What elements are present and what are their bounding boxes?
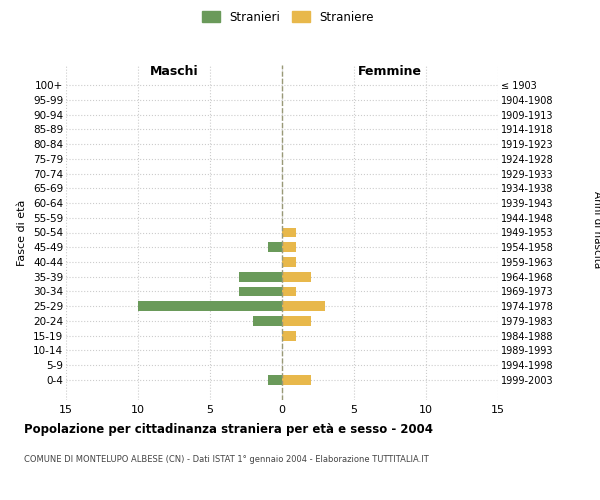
- Bar: [268, 375, 282, 385]
- Bar: [239, 272, 282, 281]
- Bar: [282, 375, 311, 385]
- Text: Femmine: Femmine: [358, 64, 422, 78]
- Text: Maschi: Maschi: [149, 64, 199, 78]
- Text: COMUNE DI MONTELUPO ALBESE (CN) - Dati ISTAT 1° gennaio 2004 - Elaborazione TUTT: COMUNE DI MONTELUPO ALBESE (CN) - Dati I…: [24, 455, 429, 464]
- Bar: [138, 302, 282, 311]
- Legend: Stranieri, Straniere: Stranieri, Straniere: [197, 6, 379, 28]
- Y-axis label: Fasce di età: Fasce di età: [17, 200, 28, 266]
- Bar: [282, 302, 325, 311]
- Bar: [282, 272, 311, 281]
- Bar: [268, 242, 282, 252]
- Bar: [282, 228, 296, 237]
- Bar: [282, 316, 311, 326]
- Bar: [282, 257, 296, 267]
- Bar: [239, 286, 282, 296]
- Bar: [282, 242, 296, 252]
- Bar: [253, 316, 282, 326]
- Bar: [282, 286, 296, 296]
- Bar: [282, 331, 296, 340]
- Text: Popolazione per cittadinanza straniera per età e sesso - 2004: Popolazione per cittadinanza straniera p…: [24, 422, 433, 436]
- Text: Anni di nascita: Anni di nascita: [592, 192, 600, 268]
